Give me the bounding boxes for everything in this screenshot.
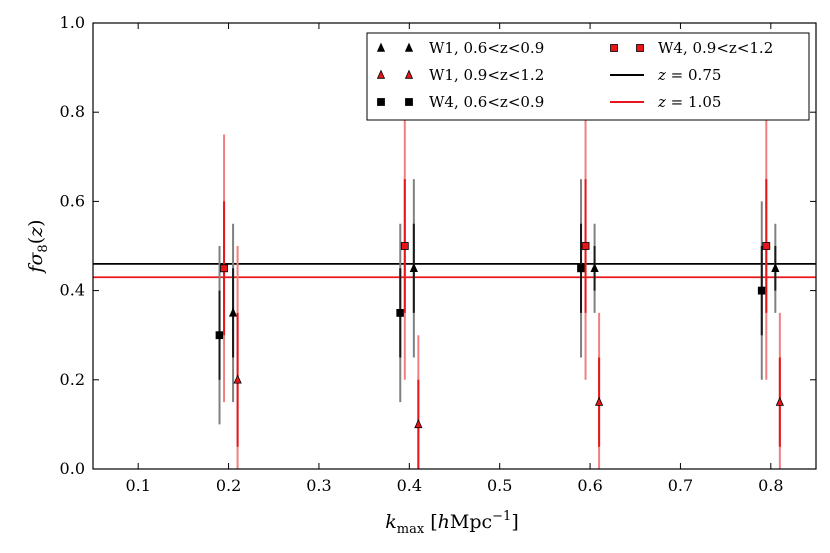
legend-marker [404,42,414,52]
legend-label: W1, 0.9<z<1.2 [429,66,544,84]
x-tick-label: 0.3 [306,476,331,495]
series-4 [220,112,771,403]
legend-label: z = 0.75 [657,66,721,84]
data-point [400,242,409,250]
axes-frame [92,22,817,470]
legend-marker [404,69,414,79]
x-tick-label: 0.4 [397,476,422,495]
axes: 0.1 0.2 0.3 0.4 0.5 0.6 0.7 0.8 0.0 0.2 0.4 0.6 0.8 1… [60,13,817,495]
x-tick-label: 0.8 [758,476,783,495]
data-point [233,374,242,384]
legend-label: W4, 0.9<z<1.2 [658,39,773,57]
series-2 [233,246,784,469]
x-axis-label: kmax [hMpc−1] [385,509,519,537]
series-1 [228,179,780,403]
legend-marker [610,44,618,52]
legend-label: W4, 0.6<z<0.9 [429,93,544,111]
data-point [775,396,784,406]
x-tick-label: 0.2 [216,476,241,495]
y-tick-label: 0.8 [60,102,85,121]
data-point [220,264,228,273]
y-tick-label: 0.2 [60,370,85,389]
legend-box [366,32,810,121]
data-point [577,264,585,273]
legend-marker [376,69,386,79]
legend-marker [376,42,386,52]
legend: W1, 0.6<z<0.9 W1, 0.9<z<1.2 W4, 0.6<z<0.9 W… [366,32,810,121]
data-point [771,262,780,273]
data-point [590,262,599,273]
legend-marker [377,98,385,106]
y-tick-label: 0.0 [60,459,85,478]
data-point [581,242,590,250]
x-tick-label: 0.1 [125,476,150,495]
y-tick-label: 1.0 [60,13,85,32]
data-point [762,242,771,250]
y-axis-label: fσ8(z) [25,219,51,274]
x-tick-label: 0.7 [668,476,693,495]
data-point [757,286,766,295]
y-tick-label: 0.6 [60,191,85,210]
plot-area [93,112,816,469]
data-point [215,331,224,340]
legend-marker [636,44,644,52]
data-point [409,262,418,273]
series-3 [215,179,766,425]
data-point [414,419,423,429]
plot-content [93,112,816,469]
data-point [396,308,405,317]
x-tick-label: 0.6 [577,476,602,495]
y-tick-label: 0.4 [60,281,85,300]
legend-label: z = 1.05 [657,93,721,111]
legend-marker [405,98,413,106]
x-tick-label: 0.5 [487,476,512,495]
legend-label: W1, 0.6<z<0.9 [429,39,544,57]
data-point [228,307,238,317]
data-point [594,396,604,406]
